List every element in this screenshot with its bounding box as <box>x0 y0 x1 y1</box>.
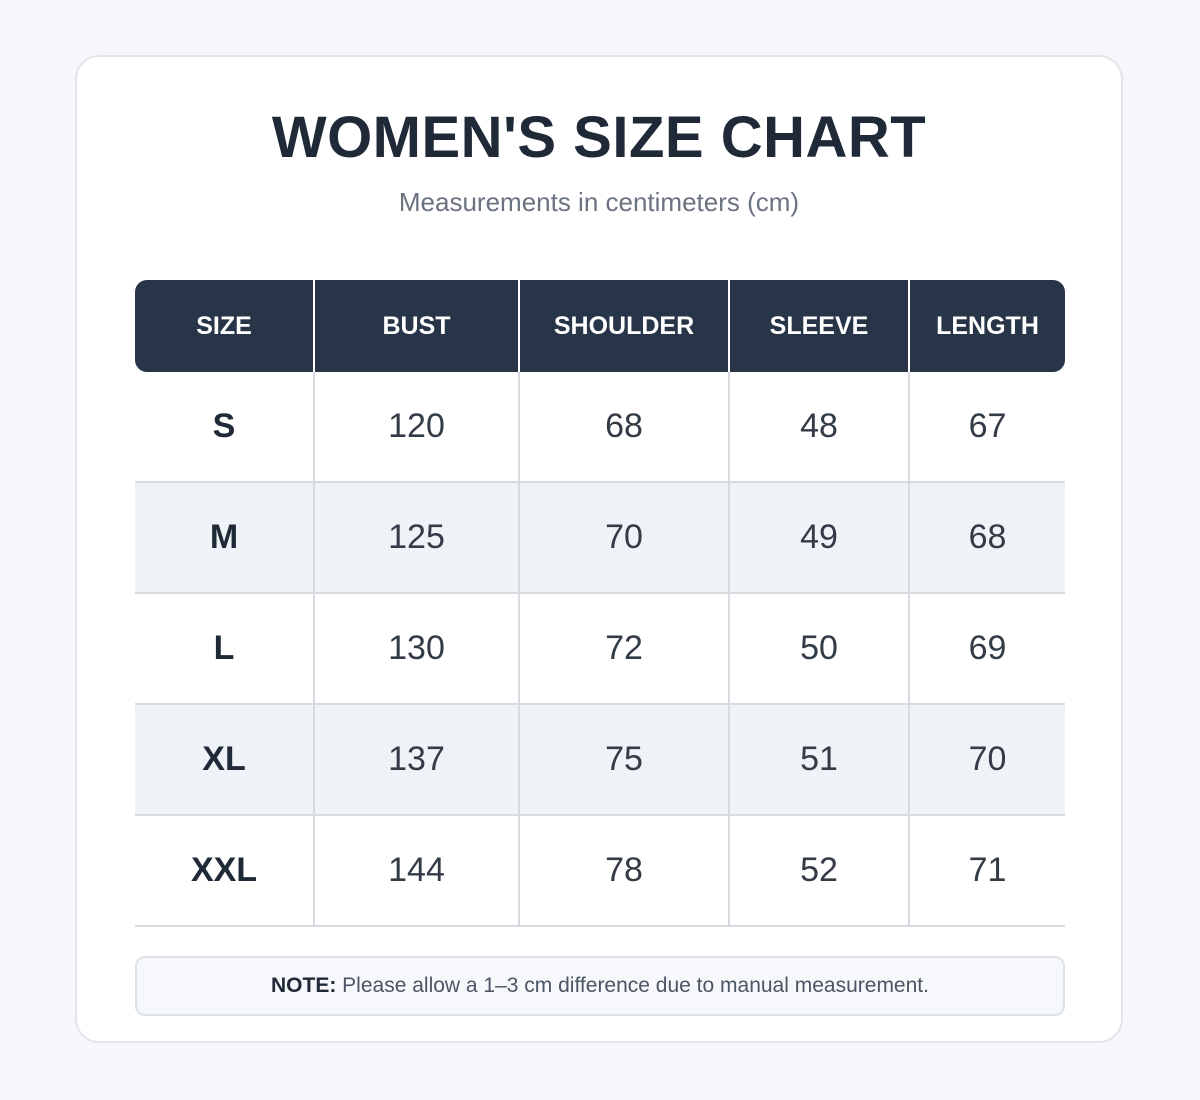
bust-cell: 144 <box>315 816 520 927</box>
size-label-cell: XL <box>135 705 315 816</box>
sleeve-cell: 48 <box>730 372 910 483</box>
length-cell: 68 <box>910 483 1065 594</box>
page-title: WOMEN'S SIZE CHART <box>271 105 927 170</box>
column-header-size: SIZE <box>135 280 315 372</box>
column-header-bust: BUST <box>315 280 520 372</box>
table-row: L 130 72 50 69 <box>135 594 1065 705</box>
size-label-cell: S <box>135 372 315 483</box>
table-row: S 120 68 48 67 <box>135 372 1065 483</box>
length-cell: 70 <box>910 705 1065 816</box>
sleeve-cell: 52 <box>730 816 910 927</box>
sleeve-cell: 51 <box>730 705 910 816</box>
size-label-cell: L <box>135 594 315 705</box>
size-label-cell: XXL <box>135 816 315 927</box>
bust-cell: 125 <box>315 483 520 594</box>
bust-cell: 130 <box>315 594 520 705</box>
table-row: XXL 144 78 52 71 <box>135 816 1065 927</box>
bust-cell: 120 <box>315 372 520 483</box>
size-table: SIZE BUST SHOULDER SLEEVE LENGTH S 120 6… <box>135 280 1065 927</box>
length-cell: 71 <box>910 816 1065 927</box>
page-subtitle: Measurements in centimeters (cm) <box>398 187 800 217</box>
column-header-length: LENGTH <box>910 280 1065 372</box>
note-label: NOTE: <box>271 974 337 997</box>
column-header-shoulder: SHOULDER <box>520 280 730 372</box>
column-header-sleeve: SLEEVE <box>730 280 910 372</box>
length-cell: 69 <box>910 594 1065 705</box>
shoulder-cell: 75 <box>520 705 730 816</box>
note-text: Please allow a 1–3 cm difference due to … <box>336 974 929 997</box>
sleeve-cell: 50 <box>730 594 910 705</box>
table-row: XL 137 75 51 70 <box>135 705 1065 816</box>
shoulder-cell: 78 <box>520 816 730 927</box>
sleeve-cell: 49 <box>730 483 910 594</box>
shoulder-cell: 68 <box>520 372 730 483</box>
shoulder-cell: 70 <box>520 483 730 594</box>
table-row: M 125 70 49 68 <box>135 483 1065 594</box>
bust-cell: 137 <box>315 705 520 816</box>
size-chart-card: WOMEN'S SIZE CHART Measurements in centi… <box>75 55 1123 1043</box>
table-header-row: SIZE BUST SHOULDER SLEEVE LENGTH <box>135 280 1065 372</box>
measurement-note: NOTE: Please allow a 1–3 cm difference d… <box>135 956 1065 1016</box>
length-cell: 67 <box>910 372 1065 483</box>
shoulder-cell: 72 <box>520 594 730 705</box>
size-label-cell: M <box>135 483 315 594</box>
